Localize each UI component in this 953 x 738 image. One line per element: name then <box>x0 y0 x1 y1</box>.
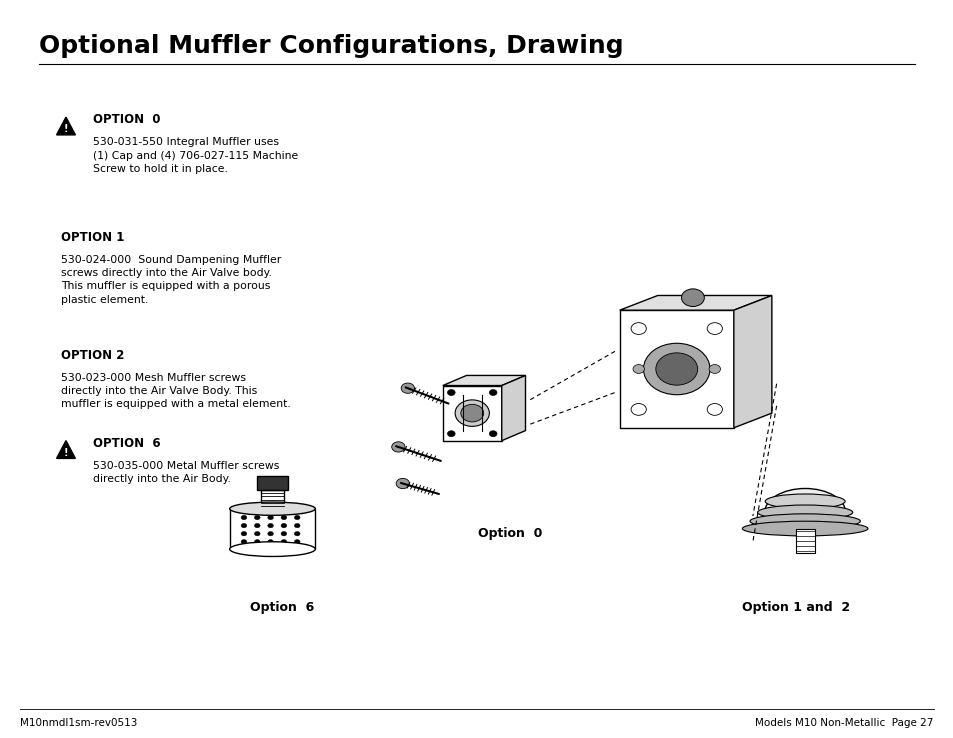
Circle shape <box>392 442 405 452</box>
Circle shape <box>268 531 274 536</box>
Circle shape <box>633 365 643 373</box>
Text: Optional Muffler Configurations, Drawing: Optional Muffler Configurations, Drawing <box>39 35 623 58</box>
Circle shape <box>455 400 489 427</box>
Text: Option 1 and  2: Option 1 and 2 <box>740 601 849 613</box>
Circle shape <box>447 390 455 396</box>
Circle shape <box>254 515 260 520</box>
Text: Models M10 Non-Metallic  Page 27: Models M10 Non-Metallic Page 27 <box>755 718 933 728</box>
Polygon shape <box>619 310 733 428</box>
Circle shape <box>281 515 287 520</box>
Circle shape <box>241 523 247 528</box>
Polygon shape <box>56 117 75 135</box>
Circle shape <box>631 323 645 334</box>
Circle shape <box>268 523 274 528</box>
Circle shape <box>489 431 497 437</box>
Ellipse shape <box>764 489 844 537</box>
Text: OPTION 1: OPTION 1 <box>61 231 125 244</box>
Ellipse shape <box>230 502 314 515</box>
Circle shape <box>447 431 455 437</box>
Circle shape <box>395 478 409 489</box>
Circle shape <box>460 404 483 422</box>
Circle shape <box>268 515 274 520</box>
Ellipse shape <box>741 521 867 536</box>
Polygon shape <box>501 376 525 441</box>
Text: !: ! <box>64 448 69 458</box>
Ellipse shape <box>764 494 844 508</box>
Text: OPTION 2: OPTION 2 <box>61 348 125 362</box>
Circle shape <box>706 323 721 334</box>
Circle shape <box>281 531 287 536</box>
Polygon shape <box>56 441 75 458</box>
Polygon shape <box>442 385 501 441</box>
Polygon shape <box>230 508 314 549</box>
Text: 530-024-000  Sound Dampening Muffler
screws directly into the Air Valve body.
Th: 530-024-000 Sound Dampening Muffler scre… <box>61 255 281 305</box>
Circle shape <box>294 531 300 536</box>
Ellipse shape <box>230 542 314 556</box>
Ellipse shape <box>757 505 852 520</box>
Polygon shape <box>795 528 814 553</box>
Circle shape <box>489 390 497 396</box>
Circle shape <box>680 289 703 306</box>
Circle shape <box>254 531 260 536</box>
Text: M10nmdl1sm-rev0513: M10nmdl1sm-rev0513 <box>20 718 137 728</box>
Circle shape <box>241 539 247 544</box>
Text: Option  0: Option 0 <box>477 527 542 540</box>
Circle shape <box>268 539 274 544</box>
Text: Option  6: Option 6 <box>250 601 314 613</box>
Text: OPTION  0: OPTION 0 <box>92 114 160 126</box>
Circle shape <box>241 515 247 520</box>
Polygon shape <box>261 490 284 508</box>
Text: 530-023-000 Mesh Muffler screws
directly into the Air Valve Body. This
muffler i: 530-023-000 Mesh Muffler screws directly… <box>61 373 291 409</box>
Circle shape <box>241 531 247 536</box>
Circle shape <box>708 365 720 373</box>
Polygon shape <box>257 475 288 490</box>
Text: OPTION  6: OPTION 6 <box>92 437 160 450</box>
Circle shape <box>655 353 697 385</box>
Circle shape <box>294 539 300 544</box>
Circle shape <box>281 523 287 528</box>
Text: 530-035-000 Metal Muffler screws
directly into the Air Body.: 530-035-000 Metal Muffler screws directl… <box>92 461 279 484</box>
Circle shape <box>281 539 287 544</box>
Circle shape <box>294 515 300 520</box>
Polygon shape <box>442 376 525 385</box>
Circle shape <box>642 343 709 395</box>
Circle shape <box>400 383 414 393</box>
Circle shape <box>254 539 260 544</box>
Circle shape <box>294 523 300 528</box>
Ellipse shape <box>749 514 860 528</box>
Polygon shape <box>619 295 771 310</box>
Polygon shape <box>733 295 771 428</box>
Circle shape <box>706 404 721 415</box>
Circle shape <box>631 404 645 415</box>
Text: !: ! <box>64 124 69 134</box>
Text: 530-031-550 Integral Muffler uses
(1) Cap and (4) 706-027-115 Machine
Screw to h: 530-031-550 Integral Muffler uses (1) Ca… <box>92 137 297 174</box>
Circle shape <box>254 523 260 528</box>
